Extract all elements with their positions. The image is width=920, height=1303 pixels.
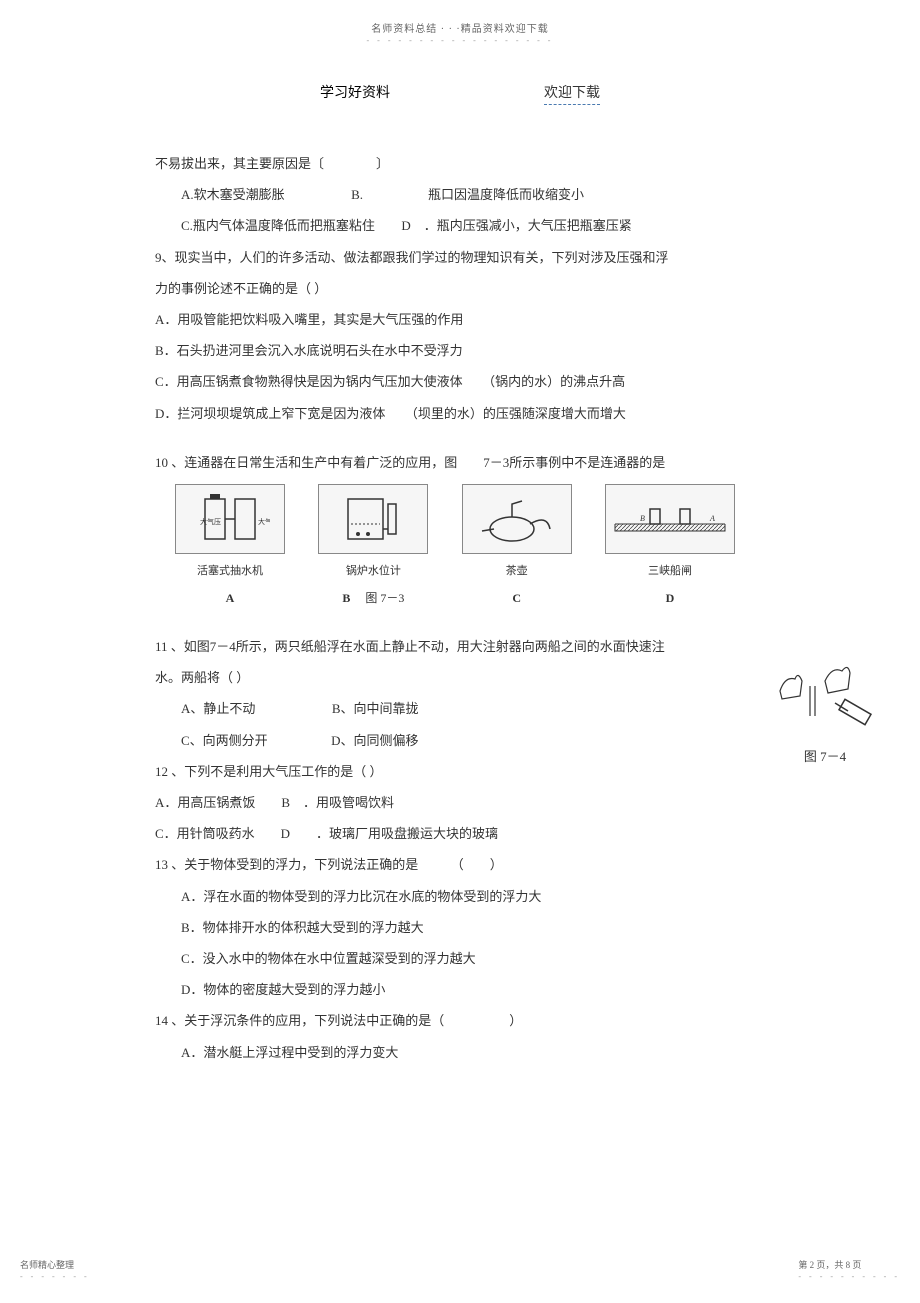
q11-optB: B、向中间靠拢 <box>332 701 419 716</box>
q8-optA: A.软木塞受潮膨胀 <box>181 187 285 202</box>
svg-text:大气压: 大气压 <box>258 517 270 526</box>
q11-optC: C、向两侧分开 <box>181 733 268 748</box>
q9-stem1: 9、现实当中，人们的许多活动、做法都跟我们学过的物理知识有关，下列对涉及压强和浮 <box>155 242 765 273</box>
q10-stem: 10 、连通器在日常生活和生产中有着广泛的应用，图 7－3所示事例中不是连通器的… <box>155 447 765 478</box>
fig-B-img <box>318 484 428 554</box>
fig-B-caption: 锅炉水位计 <box>318 558 428 584</box>
q11-optA: A、静止不动 <box>181 701 255 716</box>
page-header-left: 学习好资料 <box>320 82 390 105</box>
q9-stem2: 力的事例论述不正确的是（ ） <box>155 273 765 304</box>
q11-fig-label: 图 7－4 <box>770 741 880 772</box>
q8-optB: B. 瓶口因温度降低而收缩变小 <box>351 187 584 202</box>
fig-A-caption: 活塞式抽水机 <box>175 558 285 584</box>
fig-B-label: B 图 7－3 <box>318 584 428 613</box>
fig-A: 大气压 大气压 活塞式抽水机 A <box>175 484 285 613</box>
q12-stem: 12 、下列不是利用大气压工作的是（ ） <box>155 756 765 787</box>
q12-row1: A．用高压锅煮饭 B ．用吸管喝饮料 <box>155 787 765 818</box>
q10-figure-row: 大气压 大气压 活塞式抽水机 A 锅炉水位计 B <box>175 484 735 613</box>
fig-D-caption: 三峡船闸 <box>605 558 735 584</box>
fig-C: 茶壶 C <box>462 484 572 613</box>
footer-left-dots: - - - - - - - <box>20 1272 90 1281</box>
q14-stem: 14 、关于浮沉条件的应用，下列说法中正确的是（ ） <box>155 1005 765 1036</box>
fig-C-caption: 茶壶 <box>462 558 572 584</box>
footer-right-dots: - - - - - - - - - - <box>798 1272 900 1281</box>
q8-optD: D ．瓶内压强减小，大气压把瓶塞压紧 <box>401 218 631 233</box>
q11-fig-svg <box>770 661 880 741</box>
q8-optC: C.瓶内气体温度降低而把瓶塞粘住 <box>181 218 375 233</box>
q12-row2: C．用针筒吸药水 D ．玻璃厂用吸盘搬运大块的玻璃 <box>155 818 765 849</box>
q8-stem: 不易拔出来，其主要原因是〔 〕 <box>155 148 765 179</box>
q8-row1: A.软木塞受潮膨胀 B. 瓶口因温度降低而收缩变小 <box>155 179 765 210</box>
q9-A: A．用吸管能把饮料吸入嘴里，其实是大气压强的作用 <box>155 304 765 335</box>
q9-D: D．拦河坝坝堤筑成上窄下宽是因为液体 （坝里的水）的压强随深度增大而增大 <box>155 398 765 429</box>
svg-text:B: B <box>640 514 645 523</box>
document-content: 不易拔出来，其主要原因是〔 〕 A.软木塞受潮膨胀 B. 瓶口因温度降低而收缩变… <box>155 148 765 1068</box>
page-header-right: 欢迎下载 <box>544 82 600 105</box>
fig-D-img: B A <box>605 484 735 554</box>
footer-right: 第 2 页，共 8 页 - - - - - - - - - - <box>798 1258 900 1281</box>
q11-stem2: 水。两船将（ ） <box>155 662 765 693</box>
fig-D: B A 三峡船闸 D <box>605 484 735 613</box>
q14-A: A．潜水艇上浮过程中受到的浮力变大 <box>155 1037 765 1068</box>
page-header: 学习好资料 欢迎下载 <box>320 82 600 105</box>
q9-C: C．用高压锅煮食物熟得快是因为锅内气压加大使液体 （锅内的水）的沸点升高 <box>155 366 765 397</box>
q11-row1: A、静止不动 B、向中间靠拢 <box>155 693 765 724</box>
q11-optD: D、向同侧偏移 <box>331 733 418 748</box>
q11-row2: C、向两侧分开 D、向同侧偏移 <box>155 725 765 756</box>
footer-left: 名师精心整理 - - - - - - - <box>20 1258 90 1281</box>
svg-text:大气压: 大气压 <box>200 517 221 526</box>
fig-A-label: A <box>175 584 285 613</box>
q11-stem1: 11 、如图7－4所示，两只纸船浮在水面上静止不动，用大注射器向两船之间的水面快… <box>155 631 765 662</box>
q9-B: B．石头扔进河里会沉入水底说明石头在水中不受浮力 <box>155 335 765 366</box>
top-header-dots: - - - - - - - - - - - - - - - - - - <box>367 36 554 45</box>
q13-A: A．浮在水面的物体受到的浮力比沉在水底的物体受到的浮力大 <box>155 881 765 912</box>
svg-text:A: A <box>709 514 715 523</box>
top-header-text: 名师资料总结 · · ·精品资料欢迎下载 <box>371 24 549 35</box>
fig-C-label: C <box>462 584 572 613</box>
top-header: 名师资料总结 · · ·精品资料欢迎下载 - - - - - - - - - -… <box>0 20 920 46</box>
footer-right-text: 第 2 页，共 8 页 <box>798 1260 861 1270</box>
q13-D: D．物体的密度越大受到的浮力越小 <box>155 974 765 1005</box>
fig-C-img <box>462 484 572 554</box>
q13-C: C．没入水中的物体在水中位置越深受到的浮力越大 <box>155 943 765 974</box>
q13-stem: 13 、关于物体受到的浮力，下列说法正确的是 （ ） <box>155 849 765 880</box>
footer-left-text: 名师精心整理 <box>20 1260 74 1270</box>
q8-row2: C.瓶内气体温度降低而把瓶塞粘住 D ．瓶内压强减小，大气压把瓶塞压紧 <box>155 210 765 241</box>
q11-fig: 图 7－4 <box>770 661 880 772</box>
fig-B: 锅炉水位计 B 图 7－3 <box>318 484 428 613</box>
fig-D-label: D <box>605 584 735 613</box>
fig-A-img: 大气压 大气压 <box>175 484 285 554</box>
q13-B: B．物体排开水的体积越大受到的浮力越大 <box>155 912 765 943</box>
